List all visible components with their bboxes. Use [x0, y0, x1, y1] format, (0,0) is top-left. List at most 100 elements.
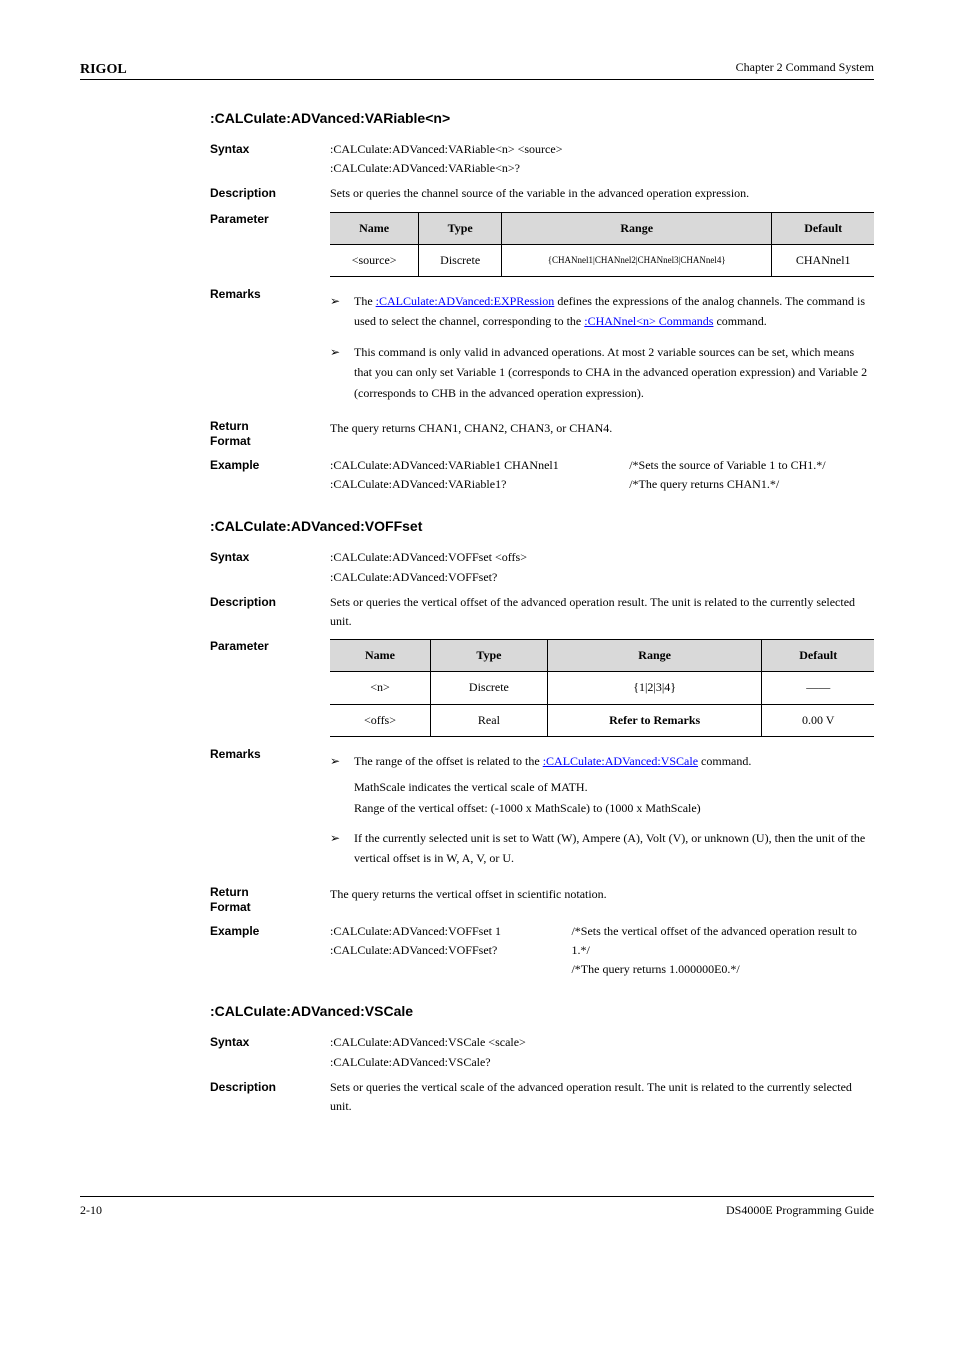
footer-guide-title: DS4000E Programming Guide	[726, 1203, 874, 1218]
cmd-heading-voffset: :CALCulate:ADVanced:VOFFset	[210, 518, 874, 534]
td-range: Refer to Remarks	[547, 704, 762, 736]
td-name: <offs>	[330, 704, 431, 736]
example-code: :CALCulate:ADVanced:VOFFset 1 :CALCulate…	[330, 922, 571, 980]
parameter-label: Parameter	[210, 210, 330, 279]
example-value: :CALCulate:ADVanced:VARiable1 CHANnel1 :…	[330, 456, 874, 494]
chevron-right-icon: ➢	[330, 828, 354, 869]
table-row: <n> Discrete {1|2|3|4} ——	[330, 672, 874, 704]
td-range: {1|2|3|4}	[547, 672, 762, 704]
description-label: Description	[210, 593, 330, 631]
remark-item: ➢ The :CALCulate:ADVanced:EXPRession def…	[330, 291, 874, 332]
parameter-label: Parameter	[210, 637, 330, 739]
syntax-label: Syntax	[210, 1033, 330, 1071]
td-default: 0.00 V	[762, 704, 874, 736]
td-default: CHANnel1	[772, 244, 874, 276]
example-row: Example :CALCulate:ADVanced:VOFFset 1 :C…	[210, 922, 874, 980]
return-format-row: ReturnFormat The query returns the verti…	[210, 885, 874, 916]
th-name: Name	[330, 640, 431, 672]
parameter-table: Name Type Range Default <source> Discret…	[330, 212, 874, 277]
cmd-heading-variable: :CALCulate:ADVanced:VARiable<n>	[210, 110, 874, 126]
syntax-row: Syntax :CALCulate:ADVanced:VOFFset <offs…	[210, 548, 874, 586]
page-number: 2-10	[80, 1203, 102, 1218]
return-format-value: The query returns the vertical offset in…	[330, 885, 874, 916]
remark-text: If the currently selected unit is set to…	[354, 828, 874, 869]
parameter-table-wrap: Name Type Range Default <n> Discrete {1|…	[330, 637, 874, 739]
cmd-heading-vscale: :CALCulate:ADVanced:VSCale	[210, 1003, 874, 1019]
td-range: {CHANnel1|CHANnel2|CHANnel3|CHANnel4}	[502, 244, 772, 276]
remark-text: This command is only valid in advanced o…	[354, 342, 874, 403]
remark-item: ➢ This command is only valid in advanced…	[330, 342, 874, 403]
chevron-right-icon: ➢	[330, 291, 354, 332]
td-type: Real	[431, 704, 548, 736]
description-row: Description Sets or queries the channel …	[210, 184, 874, 203]
link-channel-cmds[interactable]: :CHANnel<n> Commands	[584, 314, 713, 328]
th-default: Default	[762, 640, 874, 672]
parameter-table: Name Type Range Default <n> Discrete {1|…	[330, 639, 874, 737]
syntax-value: :CALCulate:ADVanced:VOFFset <offs> :CALC…	[330, 548, 874, 586]
example-label: Example	[210, 922, 330, 980]
remarks-label: Remarks	[210, 745, 330, 879]
link-vscale-cmd[interactable]: :CALCulate:ADVanced:VSCale	[543, 754, 698, 768]
remarks-label: Remarks	[210, 285, 330, 413]
description-value: Sets or queries the vertical offset of t…	[330, 593, 874, 631]
syntax-row: Syntax :CALCulate:ADVanced:VARiable<n> <…	[210, 140, 874, 178]
return-format-value: The query returns CHAN1, CHAN2, CHAN3, o…	[330, 419, 874, 450]
chevron-right-icon: ➢	[330, 751, 354, 818]
th-range: Range	[547, 640, 762, 672]
remark-text: The range of the offset is related to th…	[354, 751, 874, 818]
remark-item: ➢ If the currently selected unit is set …	[330, 828, 874, 869]
th-type: Type	[419, 212, 502, 244]
th-default: Default	[772, 212, 874, 244]
return-format-label: ReturnFormat	[210, 885, 330, 916]
syntax-value: :CALCulate:ADVanced:VARiable<n> <source>…	[330, 140, 874, 178]
td-name: <n>	[330, 672, 431, 704]
remark-subtext: MathScale indicates the vertical scale o…	[354, 777, 874, 797]
parameter-table-wrap: Name Type Range Default <source> Discret…	[330, 210, 874, 279]
syntax-label: Syntax	[210, 140, 330, 178]
table-row: <source> Discrete {CHANnel1|CHANnel2|CHA…	[330, 244, 874, 276]
page-content: :CALCulate:ADVanced:VARiable<n> Syntax :…	[210, 110, 874, 1116]
return-format-label: ReturnFormat	[210, 419, 330, 450]
link-expression-cmd[interactable]: :CALCulate:ADVanced:EXPRession	[376, 294, 555, 308]
return-format-row: ReturnFormat The query returns CHAN1, CH…	[210, 419, 874, 450]
th-name: Name	[330, 212, 419, 244]
chapter-title: Chapter 2 Command System	[80, 60, 874, 75]
description-value: Sets or queries the vertical scale of th…	[330, 1078, 874, 1116]
parameter-row: Parameter Name Type Range Default <sourc…	[210, 210, 874, 279]
remarks-row: Remarks ➢ The :CALCulate:ADVanced:EXPRes…	[210, 285, 874, 413]
brand-text: RIGOL	[80, 62, 127, 77]
remark-text: The :CALCulate:ADVanced:EXPRession defin…	[354, 291, 874, 332]
description-row: Description Sets or queries the vertical…	[210, 1078, 874, 1116]
chevron-right-icon: ➢	[330, 342, 354, 403]
example-code: :CALCulate:ADVanced:VARiable1 CHANnel1 :…	[330, 456, 629, 494]
th-type: Type	[431, 640, 548, 672]
description-label: Description	[210, 184, 330, 203]
description-value: Sets or queries the channel source of th…	[330, 184, 874, 203]
remark-subtext: Range of the vertical offset: (-1000 x M…	[354, 798, 874, 818]
example-comments: /*Sets the source of Variable 1 to CH1.*…	[629, 456, 825, 494]
description-label: Description	[210, 1078, 330, 1116]
page-header: RIGOL Chapter 2 Command System	[80, 60, 874, 80]
example-row: Example :CALCulate:ADVanced:VARiable1 CH…	[210, 456, 874, 494]
remarks-value: ➢ The :CALCulate:ADVanced:EXPRession def…	[330, 285, 874, 413]
table-header-row: Name Type Range Default	[330, 212, 874, 244]
description-row: Description Sets or queries the vertical…	[210, 593, 874, 631]
table-row: <offs> Real Refer to Remarks 0.00 V	[330, 704, 874, 736]
parameter-row: Parameter Name Type Range Default <n> Di…	[210, 637, 874, 739]
td-type: Discrete	[431, 672, 548, 704]
remarks-row: Remarks ➢ The range of the offset is rel…	[210, 745, 874, 879]
example-label: Example	[210, 456, 330, 494]
remark-item: ➢ The range of the offset is related to …	[330, 751, 874, 818]
td-name: <source>	[330, 244, 419, 276]
th-range: Range	[502, 212, 772, 244]
example-comments: /*Sets the vertical offset of the advanc…	[571, 922, 874, 980]
syntax-label: Syntax	[210, 548, 330, 586]
page-footer: 2-10 DS4000E Programming Guide	[80, 1196, 874, 1218]
remarks-value: ➢ The range of the offset is related to …	[330, 745, 874, 879]
syntax-value: :CALCulate:ADVanced:VSCale <scale> :CALC…	[330, 1033, 874, 1071]
table-header-row: Name Type Range Default	[330, 640, 874, 672]
syntax-row: Syntax :CALCulate:ADVanced:VSCale <scale…	[210, 1033, 874, 1071]
td-type: Discrete	[419, 244, 502, 276]
example-value: :CALCulate:ADVanced:VOFFset 1 :CALCulate…	[330, 922, 874, 980]
td-default: ——	[762, 672, 874, 704]
